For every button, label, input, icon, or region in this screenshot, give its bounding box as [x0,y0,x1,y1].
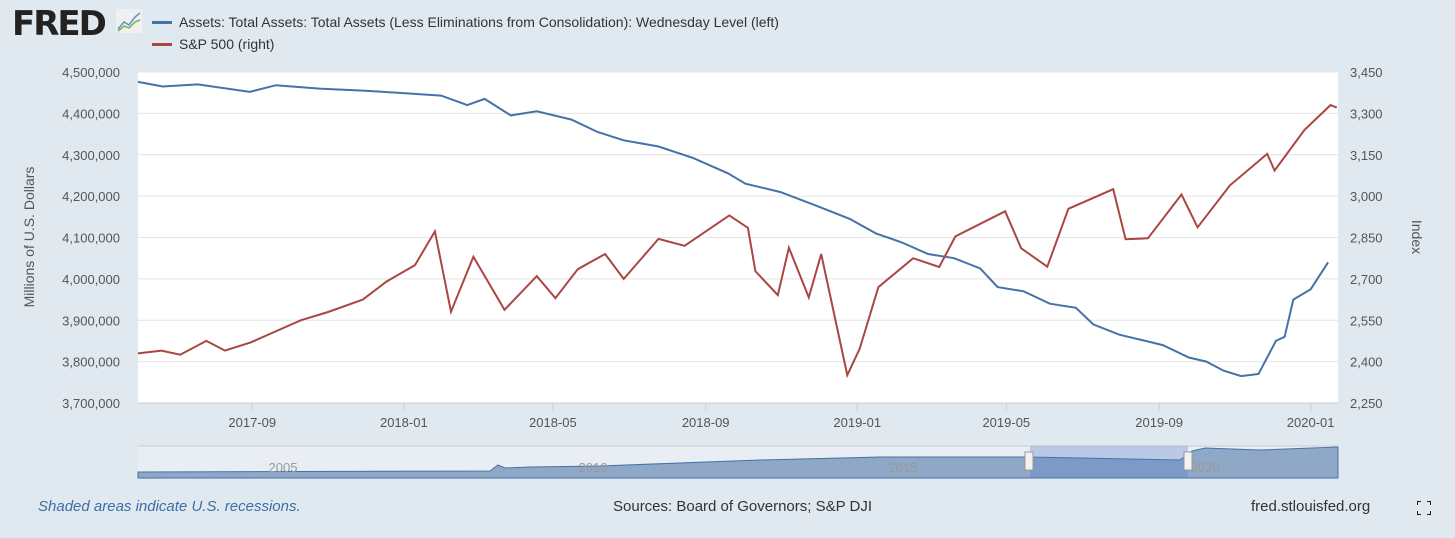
y-tick-right: 3,000 [1350,189,1383,204]
navigator-label: 2015 [889,460,918,475]
legend: Assets: Total Assets: Total Assets (Less… [152,11,779,55]
legend-item-sp500[interactable]: S&P 500 (right) [152,33,779,55]
chart-logo-icon [116,9,142,33]
navigator[interactable]: 2005 2010 2015 2020 [137,445,1339,479]
x-tick-label: 2019-01 [833,415,881,430]
y-tick-left: 4,200,000 [62,189,120,204]
y-tick-right: 2,400 [1350,355,1383,370]
legend-label-sp500: S&P 500 (right) [179,36,275,52]
y-tick-right: 2,850 [1350,231,1383,246]
y-axis-label-right: Index [1409,220,1425,254]
x-tick-label: 2020-01 [1287,415,1335,430]
y-axis-label-left: Millions of U.S. Dollars [21,167,37,308]
navigator-label: 2010 [579,460,608,475]
y-tick-left: 4,300,000 [62,148,120,163]
y-tick-left: 4,500,000 [62,65,120,80]
legend-label-assets: Assets: Total Assets: Total Assets (Less… [179,14,779,30]
navigator-label: 2005 [269,460,298,475]
y-tick-right: 2,550 [1350,313,1383,328]
y-tick-right: 3,450 [1350,65,1383,80]
fullscreen-icon[interactable] [1416,500,1432,516]
site-link[interactable]: fred.stlouisfed.org [1251,498,1371,515]
x-tick-label: 2018-09 [682,415,730,430]
y-tick-right: 2,700 [1350,272,1383,287]
x-tick-label: 2019-09 [1135,415,1183,430]
x-tick-label: 2019-05 [982,415,1030,430]
assets-line[interactable] [137,80,1329,378]
fred-logo[interactable]: FRED [12,4,107,44]
sp500-line[interactable] [137,103,1338,379]
y-tick-left: 4,400,000 [62,106,120,121]
navigator-label: 2020 [1191,460,1220,475]
y-tick-left: 4,000,000 [62,272,120,287]
y-tick-left: 4,100,000 [62,231,120,246]
x-tick-label: 2018-01 [380,415,428,430]
y-tick-left: 3,700,000 [62,396,120,411]
recession-note: Shaded areas indicate U.S. recessions. [38,498,301,515]
y-tick-right: 3,150 [1350,148,1383,163]
chart: 3,700,000 3,800,000 3,900,000 4,000,000 4,10… [21,65,1425,479]
x-tick-label: 2017-09 [228,415,276,430]
navigator-handle-right[interactable] [1183,451,1193,471]
y-tick-left: 3,900,000 [62,313,120,328]
legend-item-assets[interactable]: Assets: Total Assets: Total Assets (Less… [152,11,779,33]
y-tick-right: 2,250 [1350,396,1383,411]
y-tick-left: 3,800,000 [62,355,120,370]
sources: Sources: Board of Governors; S&P DJI [613,498,873,515]
navigator-selection[interactable] [1030,446,1188,478]
y-tick-right: 3,300 [1350,106,1383,121]
x-tick-label: 2018-05 [529,415,577,430]
navigator-handle-left[interactable] [1024,451,1034,471]
